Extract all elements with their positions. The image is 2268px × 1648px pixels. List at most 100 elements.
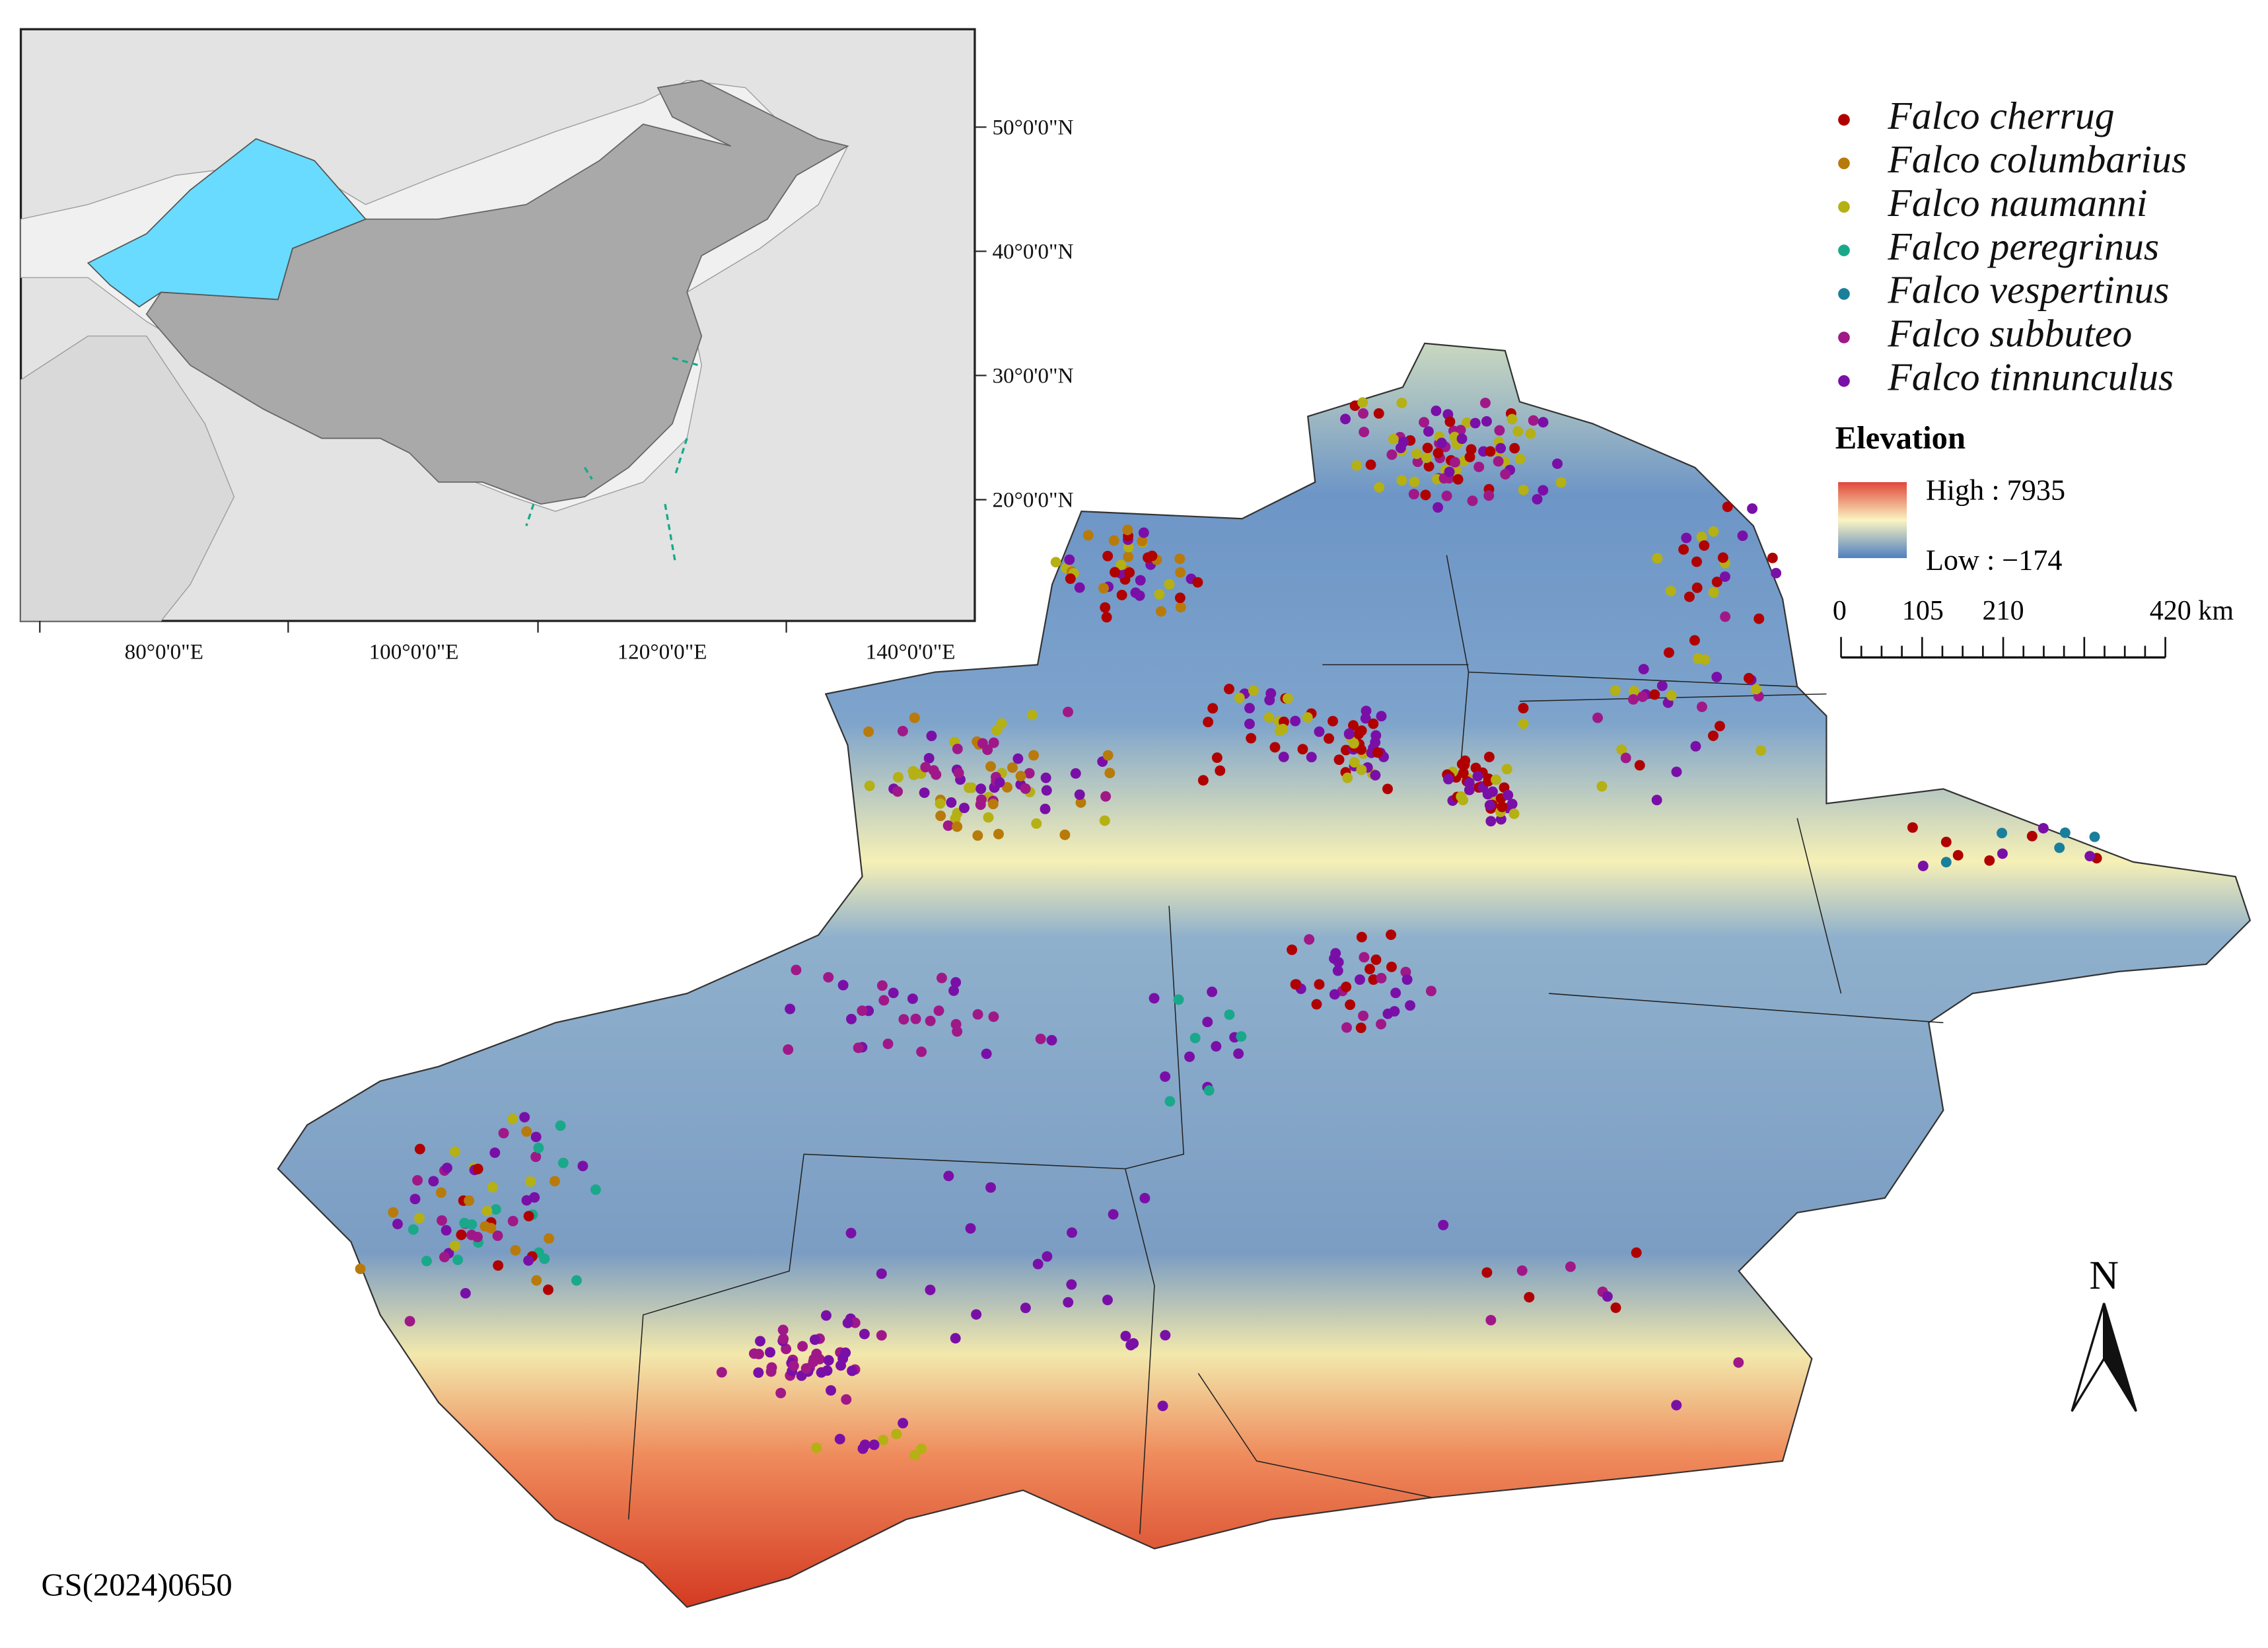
elevation-ramp [1838, 482, 1907, 558]
occurrence-dot [1026, 709, 1038, 721]
scale-label: 420 km [2150, 596, 2234, 626]
occurrence-dot [1493, 456, 1504, 467]
occurrence-dot [1386, 961, 1397, 972]
occurrence-dot [953, 768, 964, 779]
occurrence-dot [936, 972, 947, 984]
occurrence-dot [1436, 437, 1447, 448]
occurrence-dot [1401, 974, 1413, 985]
occurrence-dot [531, 1275, 542, 1286]
lat-label: 50°0'0"N [992, 115, 1073, 139]
occurrence-dot [1419, 417, 1430, 428]
occurrence-dot [1376, 972, 1387, 984]
occurrence-dot [1290, 715, 1301, 727]
scale-bar: 0 105 210 420 km [1833, 596, 2234, 659]
occurrence-dot [785, 1003, 796, 1015]
occurrence-dot [2089, 832, 2100, 842]
occurrence-dot [533, 1142, 544, 1153]
occurrence-dot [1441, 490, 1452, 501]
occurrence-dot [1628, 686, 1639, 697]
occurrence-dot [816, 1367, 827, 1378]
occurrence-dot [1433, 447, 1444, 458]
occurrence-dot [920, 762, 931, 773]
occurrence-dot [985, 761, 996, 772]
occurrence-dot [1203, 1085, 1215, 1096]
occurrence-dot [557, 1157, 569, 1168]
occurrence-dot [1330, 948, 1341, 959]
occurrence-dot [950, 1333, 961, 1344]
occurrence-dot [2054, 842, 2065, 853]
occurrence-dot [1343, 728, 1355, 739]
occurrence-dot [1059, 829, 1071, 840]
occurrence-dot [1656, 680, 1668, 692]
occurrence-dot [1671, 766, 1682, 777]
occurrence-dot [1120, 1330, 1131, 1342]
occurrence-dot [1333, 754, 1345, 766]
occurrence-dot [1015, 770, 1026, 781]
occurrence-dot [952, 743, 963, 754]
occurrence-dot [1409, 476, 1420, 487]
occurrence-dot [1411, 448, 1423, 459]
occurrence-dot [487, 1182, 498, 1193]
occurrence-dot [849, 1317, 861, 1328]
occurrence-dot [1382, 1008, 1394, 1019]
occurrence-dot [1396, 475, 1407, 486]
occurrence-dot [1116, 589, 1127, 600]
lon-label: 80°0'0"E [125, 640, 203, 664]
occurrence-dot [996, 718, 1007, 729]
occurrence-dot [2059, 827, 2071, 838]
occurrence-dot [437, 1215, 447, 1226]
occurrence-dot [841, 1394, 852, 1405]
occurrence-dot [1711, 672, 1722, 682]
occurrence-dot [409, 1194, 421, 1205]
occurrence-dot [1708, 730, 1719, 741]
occurrence-dot [1456, 433, 1468, 445]
occurrence-dot [412, 1175, 423, 1186]
occurrence-dot [1110, 567, 1120, 578]
occurrence-dot [845, 1227, 857, 1238]
occurrence-dot [466, 1219, 478, 1230]
occurrence-dot [529, 1192, 540, 1203]
occurrence-dot [1064, 554, 1075, 565]
occurrence-dot [1754, 613, 1765, 624]
occurrence-dot [1211, 1041, 1222, 1052]
legend-label: Falco cherrug [1887, 94, 2114, 137]
scale-label: 0 [1833, 596, 1847, 626]
occurrence-dot [1224, 684, 1234, 695]
occurrence-dot [1348, 738, 1359, 749]
legend-marker [1838, 375, 1850, 387]
occurrence-dot [1666, 690, 1677, 701]
occurrence-dot [392, 1219, 403, 1230]
occurrence-dot [1683, 591, 1695, 602]
lat-label: 40°0'0"N [992, 240, 1073, 264]
inset-coast [525, 357, 699, 563]
occurrence-dot [1708, 526, 1719, 537]
occurrence-dot [971, 1309, 982, 1320]
occurrence-dot [1098, 583, 1109, 594]
occurrence-dot [1497, 801, 1508, 812]
occurrence-dot [1720, 611, 1731, 622]
occurrence-dot [1373, 408, 1384, 419]
legend-marker [1838, 288, 1850, 300]
occurrence-dot [1358, 1010, 1369, 1021]
occurrence-dot [1282, 693, 1293, 704]
occurrence-dot [1408, 489, 1419, 500]
occurrence-dot [1374, 482, 1385, 493]
occurrence-dot [766, 1362, 777, 1373]
occurrence-dot [1483, 490, 1495, 501]
occurrence-dot [472, 1163, 483, 1174]
occurrence-dot [1160, 1330, 1171, 1341]
occurrence-dot [1481, 415, 1492, 427]
occurrence-dot [853, 1042, 864, 1054]
occurrence-dot [441, 1225, 452, 1236]
occurrence-dot [1596, 781, 1608, 792]
occurrence-dot [549, 1176, 560, 1187]
north-label: N [2089, 1253, 2119, 1298]
occurrence-dot [1405, 1000, 1416, 1011]
occurrence-dot [1102, 1295, 1113, 1306]
occurrence-dot [1458, 795, 1469, 806]
occurrence-dot [1501, 764, 1512, 775]
occurrence-dot [1102, 550, 1114, 561]
occurrence-dot [753, 1367, 764, 1379]
elevation-title: Elevation [1835, 420, 1966, 456]
occurrence-dot [1341, 1022, 1353, 1033]
